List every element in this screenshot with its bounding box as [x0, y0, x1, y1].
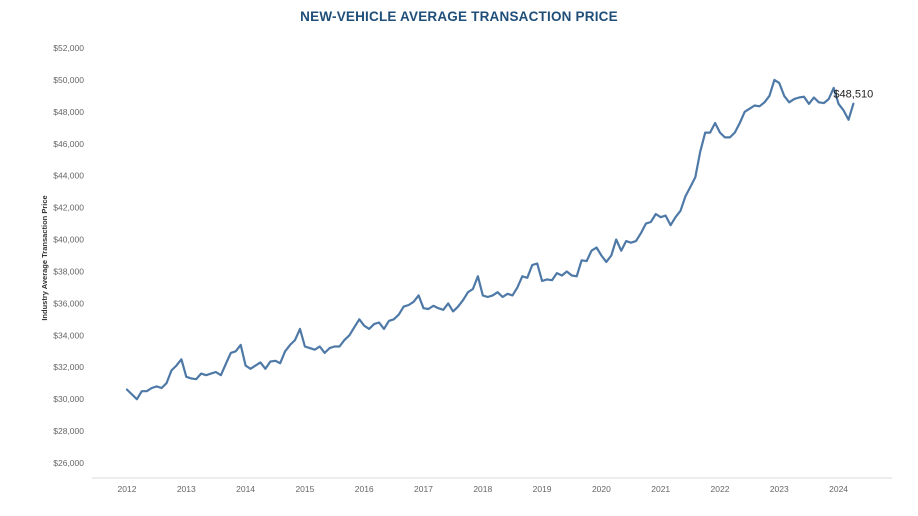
- chart-title: NEW-VEHICLE AVERAGE TRANSACTION PRICE: [300, 9, 618, 24]
- latest-value-label: $48,510: [833, 89, 873, 101]
- y-tick-label: $38,000: [53, 266, 84, 276]
- x-tick-label: 2021: [651, 484, 670, 494]
- x-tick-label: 2023: [770, 484, 789, 494]
- y-axis-title: Industry Average Transaction Price: [40, 195, 49, 320]
- x-tick-label: 2022: [711, 484, 730, 494]
- y-tick-label: $44,000: [53, 171, 84, 181]
- y-tick-label: $46,000: [53, 139, 84, 149]
- x-tick-label: 2024: [829, 484, 848, 494]
- x-tick-label: 2017: [414, 484, 433, 494]
- y-axis: $26,000 $28,000 $30,000 $32,000 $34,000 $36,0…: [53, 43, 84, 468]
- x-tick-label: 2016: [355, 484, 374, 494]
- y-tick-label: $52,000: [53, 43, 84, 53]
- y-tick-label: $32,000: [53, 362, 84, 372]
- x-tick-label: 2014: [236, 484, 255, 494]
- y-tick-label: $50,000: [53, 75, 84, 85]
- y-tick-label: $34,000: [53, 330, 84, 340]
- price-series-line: [125, 78, 855, 401]
- x-tick-label: 2020: [592, 484, 611, 494]
- x-tick-label: 2018: [473, 484, 492, 494]
- y-tick-label: $42,000: [53, 203, 84, 213]
- x-axis: 2012 2013 2014 2015 2016 2017 2018 2019 2020 2021…: [92, 477, 892, 494]
- x-tick-label: 2013: [177, 484, 196, 494]
- x-tick-label: 2019: [533, 484, 552, 494]
- x-tick-label: 2015: [295, 484, 314, 494]
- x-tick-label: 2012: [118, 484, 137, 494]
- y-tick-label: $40,000: [53, 235, 84, 245]
- y-tick-label: $26,000: [53, 458, 84, 468]
- y-tick-label: $48,000: [53, 107, 84, 117]
- y-tick-label: $30,000: [53, 394, 84, 404]
- y-tick-label: $28,000: [53, 426, 84, 436]
- y-tick-label: $36,000: [53, 298, 84, 308]
